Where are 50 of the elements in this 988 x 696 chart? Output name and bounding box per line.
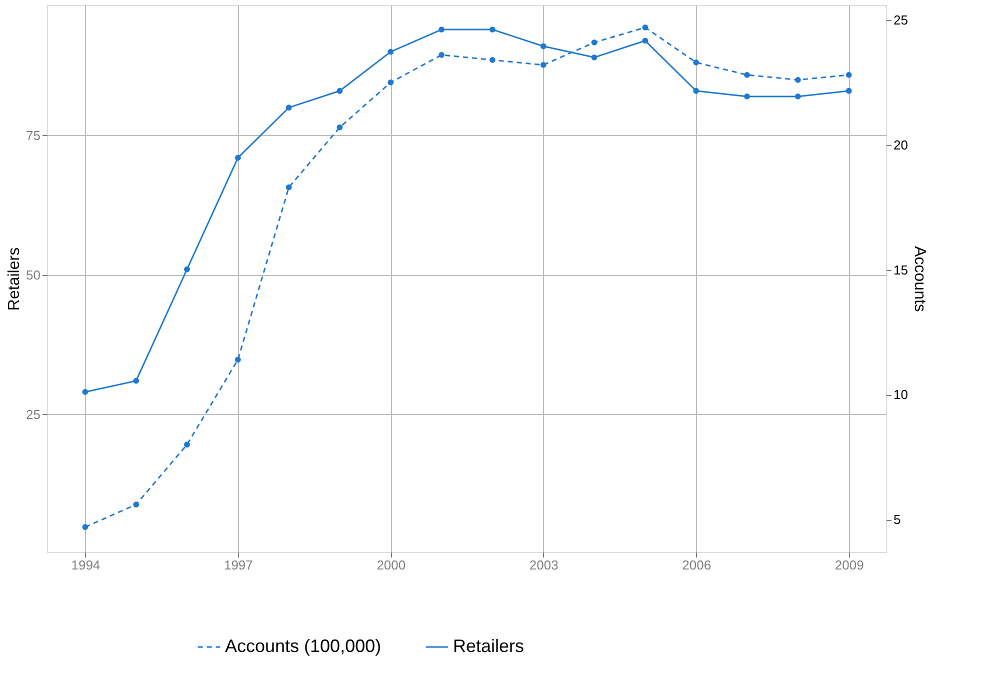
x-tick-label: 1994: [71, 558, 100, 572]
y2-tick-label: 20: [894, 137, 908, 152]
point: [693, 59, 700, 66]
point: [846, 88, 852, 94]
y-tick-label: 25: [26, 406, 40, 422]
point: [591, 40, 598, 46]
point: [133, 378, 140, 384]
point: [438, 26, 445, 32]
point: [591, 54, 598, 60]
y2-axis-title: Accounts: [910, 246, 928, 312]
point: [184, 266, 190, 272]
point: [184, 442, 190, 448]
point: [490, 57, 496, 63]
point: [693, 88, 700, 94]
y2-tick-label: 10: [894, 387, 908, 402]
y-tick-label: 50: [26, 267, 40, 282]
x-tick-label: 2009: [834, 558, 864, 572]
point: [540, 62, 546, 68]
x-tick-label: 2003: [529, 558, 558, 572]
point: [82, 524, 88, 530]
point: [794, 76, 801, 83]
point: [234, 154, 241, 161]
y-tick-label: 75: [26, 128, 40, 143]
point: [82, 389, 88, 395]
point: [133, 502, 140, 508]
point: [336, 88, 343, 94]
x-tick-label: 1997: [224, 558, 253, 572]
point: [388, 79, 394, 86]
y2-tick-label: 25: [894, 12, 908, 28]
point: [744, 93, 750, 100]
y-axis-title: Retailers: [6, 247, 24, 311]
point: [744, 72, 750, 78]
x-tick-label: 2000: [376, 558, 406, 572]
legend-label: Accounts (100,000): [225, 636, 382, 656]
point: [846, 72, 852, 78]
point: [540, 43, 546, 50]
point: [794, 93, 801, 100]
point: [642, 38, 648, 44]
point: [286, 104, 292, 111]
point: [336, 124, 343, 130]
point: [388, 48, 394, 55]
y2-tick-label: 5: [894, 512, 901, 528]
legend-label: Retailers: [453, 636, 524, 656]
x-tick-label: 2006: [682, 558, 712, 572]
point: [234, 356, 241, 363]
point: [438, 52, 445, 58]
point: [286, 184, 292, 190]
y2-tick-label: 15: [894, 262, 908, 278]
point: [642, 24, 648, 30]
point: [490, 26, 496, 32]
